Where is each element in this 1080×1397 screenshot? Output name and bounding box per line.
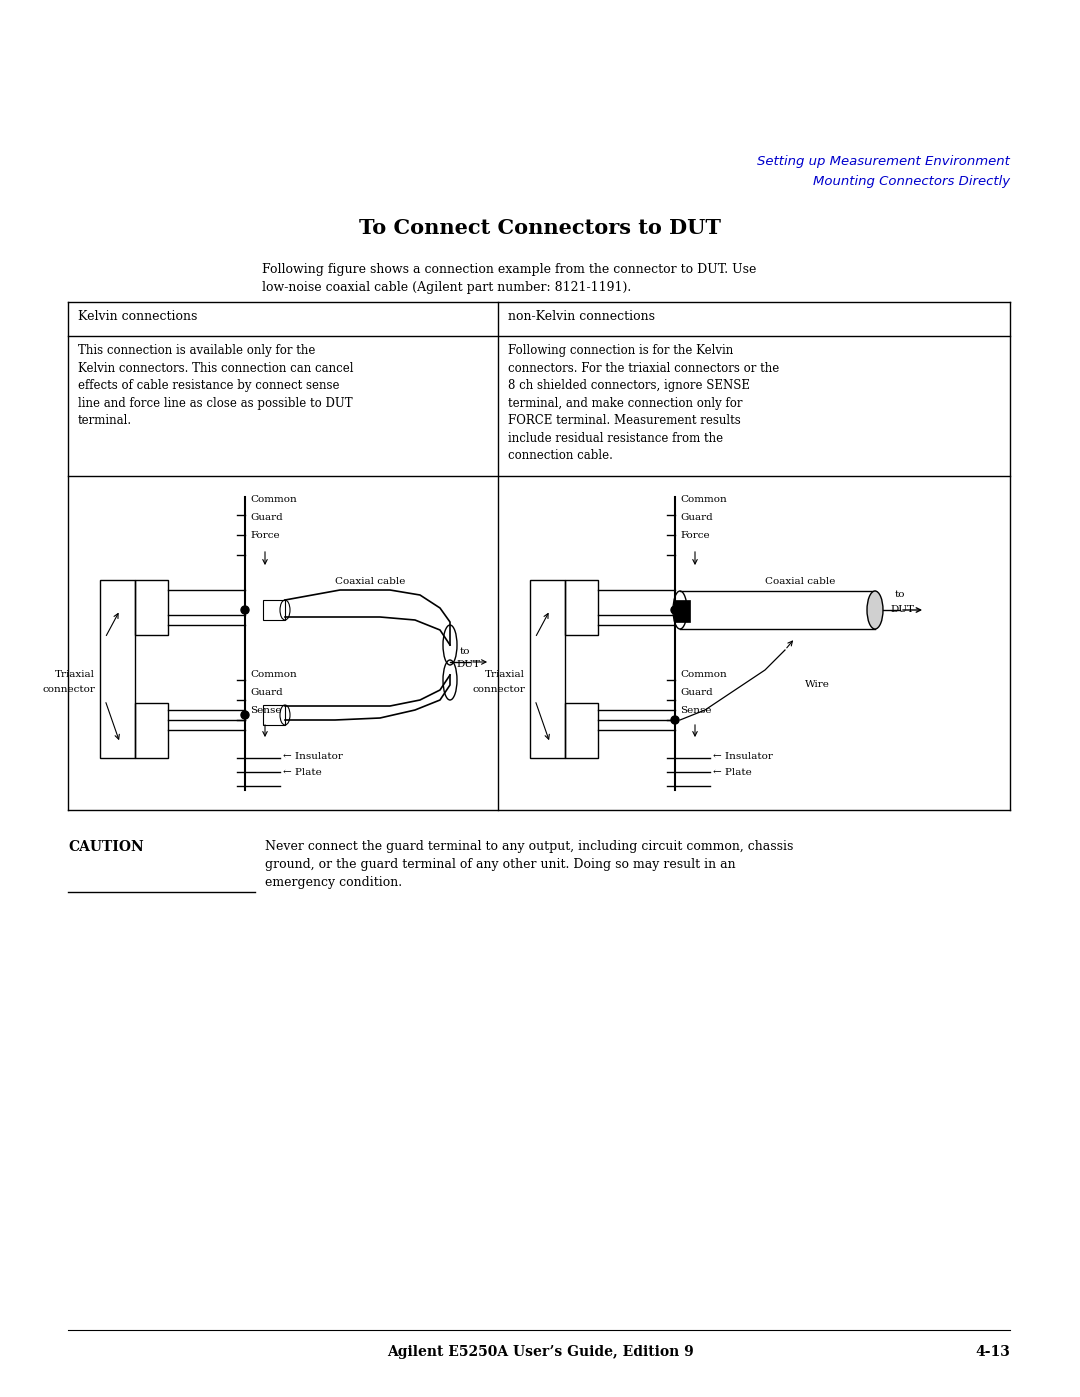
Polygon shape xyxy=(675,599,690,622)
Text: Sense: Sense xyxy=(680,705,712,715)
Text: ← Insulator: ← Insulator xyxy=(713,752,773,761)
Circle shape xyxy=(241,711,249,719)
Text: Triaxial: Triaxial xyxy=(55,671,95,679)
Text: Guard: Guard xyxy=(680,687,713,697)
Text: ← Plate: ← Plate xyxy=(283,768,322,777)
Text: Guard: Guard xyxy=(680,513,713,522)
Text: connector: connector xyxy=(42,685,95,694)
Text: Wire: Wire xyxy=(805,680,829,689)
Text: DUT: DUT xyxy=(890,605,914,615)
Text: Force: Force xyxy=(680,531,710,541)
Text: Agilent E5250A User’s Guide, Edition 9: Agilent E5250A User’s Guide, Edition 9 xyxy=(387,1345,693,1359)
Circle shape xyxy=(241,606,249,615)
Text: Triaxial: Triaxial xyxy=(485,671,525,679)
Ellipse shape xyxy=(867,591,883,629)
Text: Never connect the guard terminal to any output, including circuit common, chassi: Never connect the guard terminal to any … xyxy=(265,840,794,888)
Text: Following connection is for the Kelvin
connectors. For the triaxial connectors o: Following connection is for the Kelvin c… xyxy=(508,344,780,462)
Text: To Connect Connectors to DUT: To Connect Connectors to DUT xyxy=(359,218,721,237)
Text: Mounting Connectors Directly: Mounting Connectors Directly xyxy=(813,175,1010,189)
Text: Following figure shows a connection example from the connector to DUT. Use: Following figure shows a connection exam… xyxy=(262,263,756,277)
Text: Common: Common xyxy=(680,495,727,504)
Text: Common: Common xyxy=(249,495,297,504)
Text: to: to xyxy=(895,590,905,599)
Circle shape xyxy=(671,717,679,724)
Text: Common: Common xyxy=(249,671,297,679)
Text: Force: Force xyxy=(249,531,280,541)
Text: ← Plate: ← Plate xyxy=(713,768,752,777)
Text: Sense: Sense xyxy=(249,705,282,715)
Text: Guard: Guard xyxy=(249,513,283,522)
Circle shape xyxy=(671,606,679,615)
Text: connector: connector xyxy=(472,685,525,694)
Text: DUT: DUT xyxy=(456,659,480,669)
Text: 4-13: 4-13 xyxy=(975,1345,1010,1359)
Text: Coaxial cable: Coaxial cable xyxy=(765,577,835,585)
Text: Common: Common xyxy=(680,671,727,679)
Text: to: to xyxy=(460,647,471,657)
Text: ← Insulator: ← Insulator xyxy=(283,752,342,761)
Text: non-Kelvin connections: non-Kelvin connections xyxy=(508,310,654,323)
Text: Kelvin connections: Kelvin connections xyxy=(78,310,198,323)
Text: This connection is available only for the
Kelvin connectors. This connection can: This connection is available only for th… xyxy=(78,344,353,427)
Text: Setting up Measurement Environment: Setting up Measurement Environment xyxy=(757,155,1010,168)
Text: Coaxial cable: Coaxial cable xyxy=(335,577,405,585)
Text: CAUTION: CAUTION xyxy=(68,840,144,854)
Text: low-noise coaxial cable (Agilent part number: 8121-1191).: low-noise coaxial cable (Agilent part nu… xyxy=(262,281,631,293)
Text: Guard: Guard xyxy=(249,687,283,697)
